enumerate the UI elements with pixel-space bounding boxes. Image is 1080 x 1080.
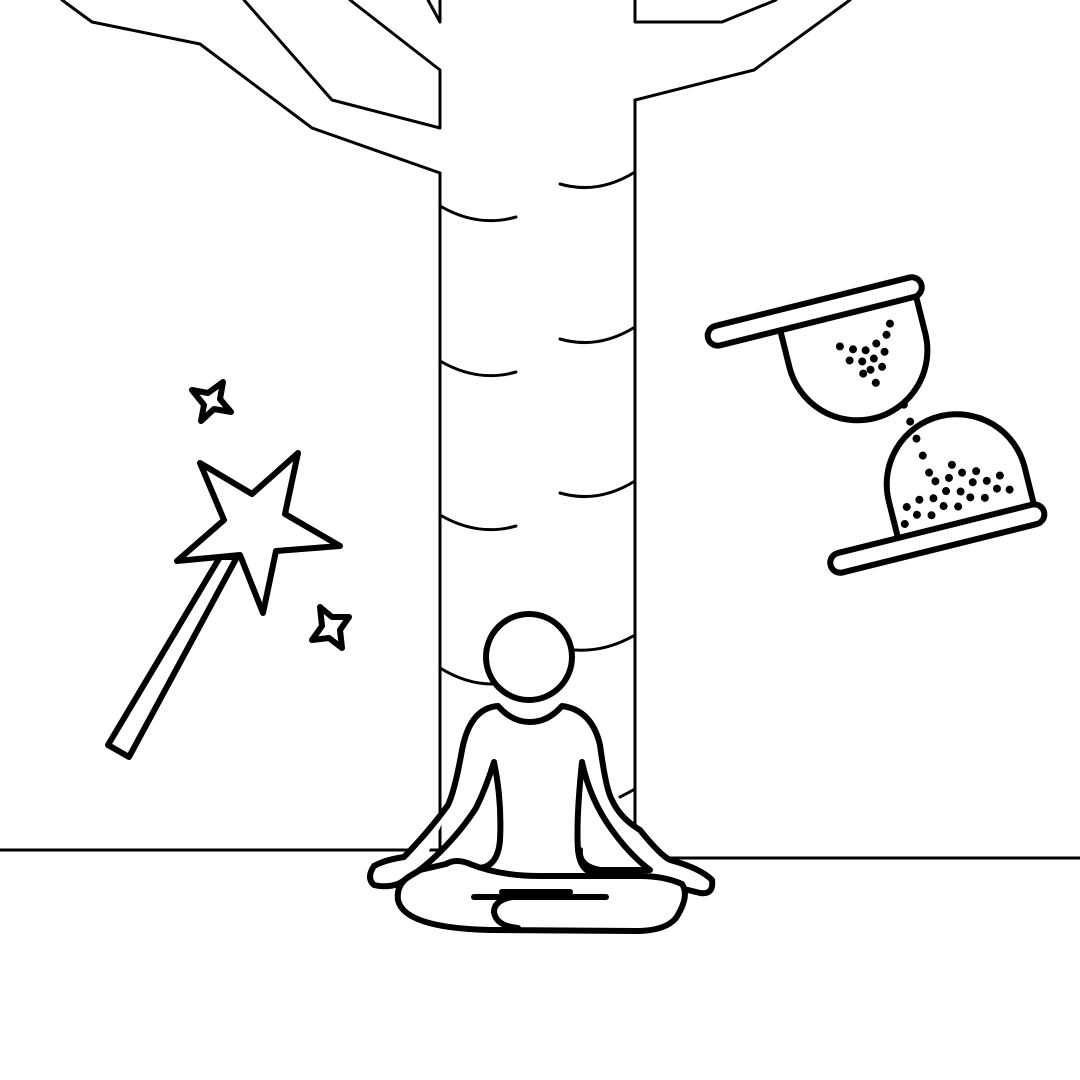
hourglass-icon [704,274,1048,576]
tree-icon [60,0,852,860]
magic-wand-icon [105,450,343,760]
ground-line [0,848,1080,860]
sand-grains [835,319,1014,528]
meditating-person-icon [367,611,716,934]
sparkle-star-icon [189,379,352,651]
